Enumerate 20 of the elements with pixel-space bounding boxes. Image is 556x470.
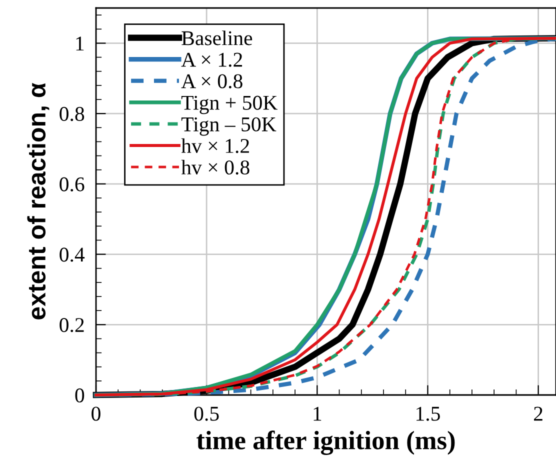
y-tick-label: 0.4 (60, 248, 85, 262)
x-tick-label: 0.5 (194, 406, 219, 421)
x-tick-label: 2 (534, 406, 542, 421)
x-tick-label: 0 (92, 406, 100, 421)
y-axis-title: extent of reaction, α (27, 82, 50, 320)
y-tick-label: 1 (76, 36, 84, 50)
x-axis-title: time after ignition (ms) (196, 430, 455, 455)
x-tick-label: 1.5 (416, 406, 440, 421)
legend-label: hv × 0.8 (181, 160, 250, 175)
y-tick-label: 0.2 (60, 318, 84, 332)
y-tick-label: 0 (75, 388, 84, 402)
y-tick-label: 0.6 (60, 177, 84, 192)
legend-label: Tign – 50K (181, 117, 276, 136)
legend-label: Baseline (182, 30, 252, 46)
x-tick-label: 1 (314, 406, 322, 421)
legend-label: A × 0.8 (181, 74, 242, 88)
y-tick-label: 0.8 (60, 106, 84, 122)
legend-label: A × 1.2 (181, 52, 242, 67)
legend-label: Tign + 50K (181, 96, 278, 114)
legend-label: hv × 1.2 (181, 138, 249, 154)
